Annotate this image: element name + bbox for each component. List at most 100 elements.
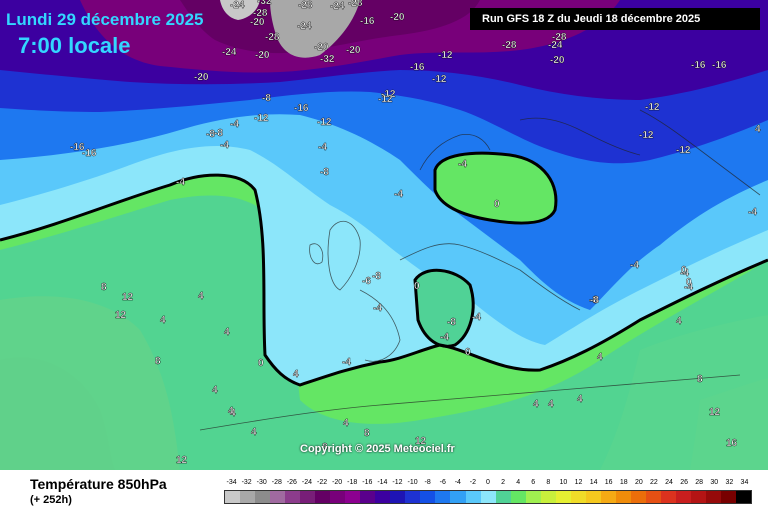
coastlines [199, 109, 761, 431]
legend-value: -8 [424, 479, 431, 486]
isotherm-value-label: 4 [597, 352, 603, 363]
isotherm-value-label: -20 [194, 72, 209, 83]
isotherm-value-label: -4 [680, 268, 689, 279]
isotherm-value-label: -16 [691, 60, 706, 71]
isotherm-value-label: 4 [230, 408, 236, 419]
legend-value: 28 [695, 479, 704, 486]
isotherm-value-label: 0 [414, 281, 420, 292]
legend-swatch [225, 491, 241, 503]
isotherm-value-label: -28 [502, 40, 517, 51]
legend-value: 2 [501, 479, 506, 486]
isotherm-value-label: -24 [230, 0, 245, 11]
isotherm-value-label: -28 [552, 32, 567, 43]
legend-swatch [405, 491, 421, 503]
isotherm-value-label: 16 [726, 438, 738, 449]
isotherm-value-label: -4 [684, 282, 693, 293]
legend-value: 12 [574, 479, 583, 486]
isotherm-value-label: -4 [318, 142, 327, 153]
zero-isotherm [0, 173, 768, 387]
legend-swatch [345, 491, 361, 503]
isotherm-value-label: -20 [346, 45, 361, 56]
isotherm-value-label: 4 [160, 315, 166, 326]
isotherm-value-label: 4 [533, 399, 539, 410]
isotherm-value-label: -20 [390, 12, 405, 23]
legend-value: 30 [710, 479, 719, 486]
isotherm-value-label: -4 [458, 159, 467, 170]
legend-swatch [525, 491, 541, 503]
isotherm-value-label: -6 [362, 276, 371, 287]
isotherm-value-label: -12 [317, 117, 332, 128]
legend-value: -20 [332, 479, 343, 486]
isotherm-value-label: 8 [322, 442, 328, 453]
temperature-map: -24-28-32 -28 -24-20 -16 -20-24-28-24-20 -20-… [0, 0, 768, 470]
copyright: Copyright © 2025 Meteociel.fr [300, 443, 455, 455]
legend-value: 6 [531, 479, 536, 486]
legend-swatch [450, 491, 466, 503]
warm-blob-north [433, 151, 558, 225]
isotherm-value-label: -8 [447, 317, 456, 328]
legend-swatch [435, 491, 451, 503]
isotherm-value-label: -12 [645, 102, 660, 113]
isotherm-value-label: 12 [415, 436, 427, 447]
legend-value: 0 [486, 479, 490, 486]
isotherm-value-label: -28 [298, 0, 313, 11]
isotherm-value-label: -4 [472, 312, 481, 323]
isotherm-value-label: -24 [548, 40, 563, 51]
legend-value: -12 [392, 479, 403, 486]
legend-value: -26 [286, 479, 297, 486]
isotherm-value-label: -28 [253, 8, 268, 19]
isotherm-value-label: -20 [250, 17, 265, 28]
legend-swatch [480, 491, 496, 503]
isotherm-value-label: -4 [748, 207, 757, 218]
legend-swatch [540, 491, 556, 503]
legend-value: -22 [316, 479, 328, 486]
legend-swatch [600, 491, 616, 503]
isotherm-value-label: -4 [394, 189, 403, 200]
isotherm-value-label: -16 [360, 16, 375, 27]
legend-swatch [510, 491, 526, 503]
isotherm-value-label: 4 [228, 406, 234, 417]
legend-value: -34 [226, 479, 237, 486]
legend-swatch [240, 491, 256, 503]
legend-swatch [390, 491, 406, 503]
legend-swatch [420, 491, 436, 503]
forecast-date: Lundi 29 décembre 2025 [6, 10, 204, 29]
legend-value: 14 [589, 479, 598, 486]
legend-value: -30 [256, 479, 267, 486]
isotherm-value-label: 4 [293, 369, 299, 380]
isotherm-value-label: 8 [697, 374, 703, 385]
legend-swatch [645, 491, 661, 503]
legend-value: -2 [469, 479, 477, 486]
isotherm-value-label: 8 [101, 282, 107, 293]
legend-labels: -34 -32 -30 -28 -26 -24 -22 -20 -18 -16 -14 -12 -10-… [224, 479, 752, 489]
isotherm-value-label: 4 [676, 316, 682, 327]
isotherm-value-label: 8 [364, 428, 370, 439]
legend-swatch [315, 491, 331, 503]
isotherm-value-label: -4 [230, 119, 239, 130]
grey-core-2 [220, 0, 260, 20]
isotherm-value-label: -8 [214, 128, 223, 139]
isotherm-value-label: 4 [224, 327, 230, 338]
isotherm-value-label: 8 [155, 356, 161, 367]
legend-value: 34 [740, 479, 749, 486]
legend-value: -28 [271, 479, 282, 486]
isotherm-value-label: 4 [198, 291, 204, 302]
isotherm-value-label: 12 [122, 292, 134, 303]
legend-swatch [721, 491, 737, 503]
isotherm-value-label: -28 [348, 0, 363, 9]
isotherm-value-label: -4 [630, 260, 639, 271]
isotherm-value-label: 0 [686, 277, 692, 288]
isotherm-value-label: -16 [70, 142, 85, 153]
isotherm-value-label: -12 [676, 145, 691, 156]
legend-value: 32 [725, 479, 734, 486]
isotherm-value-label: -24 [330, 1, 345, 12]
legend-value: -24 [301, 479, 313, 486]
warm-blob-italy [413, 268, 475, 348]
legend-swatch [615, 491, 631, 503]
green-band [0, 195, 768, 470]
legend-value: 16 [604, 479, 613, 486]
isotherm-value-label: -12 [378, 94, 393, 105]
legend-value: -6 [439, 479, 446, 486]
legend-value: 24 [665, 479, 673, 486]
isotherm-value-label: -8 [206, 129, 215, 140]
